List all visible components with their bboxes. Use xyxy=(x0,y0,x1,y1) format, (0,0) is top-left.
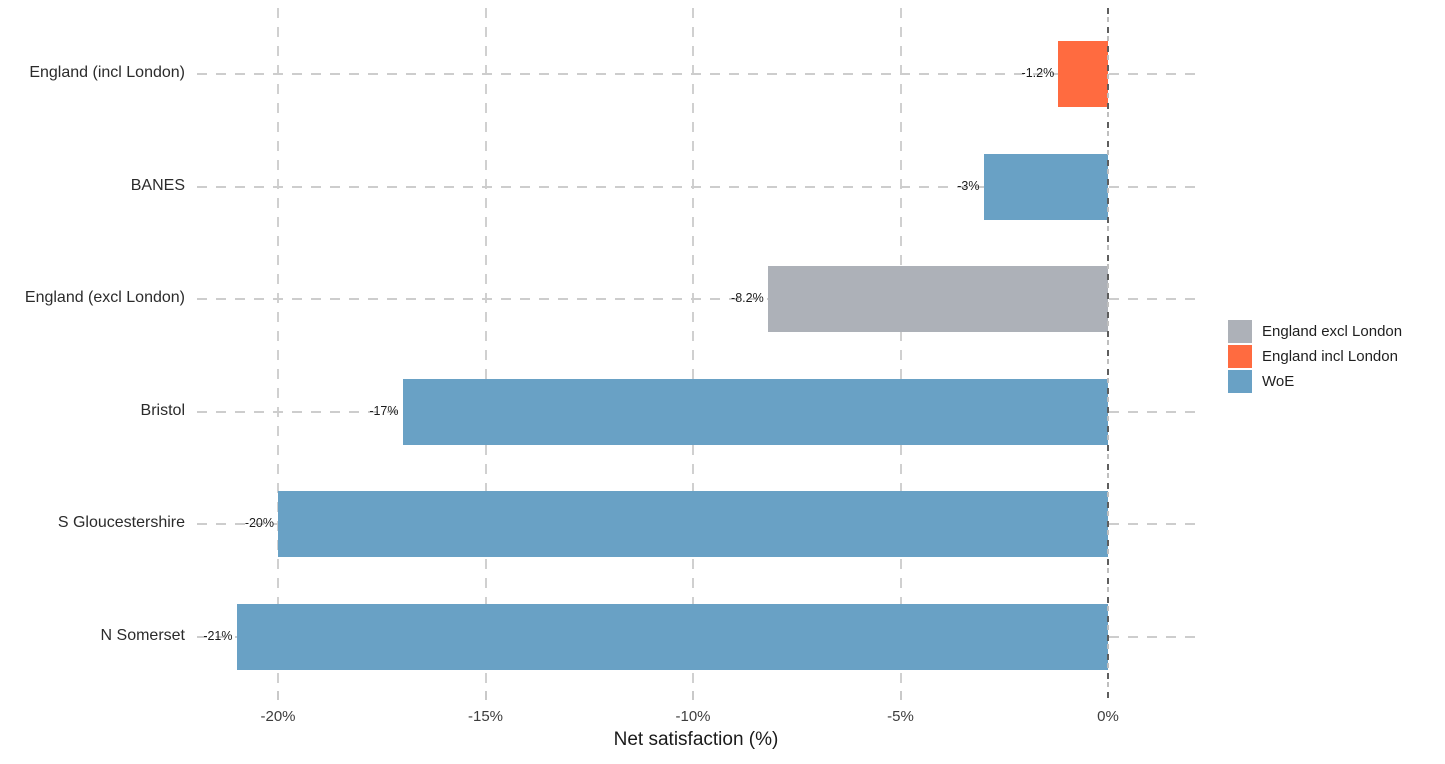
legend-swatch xyxy=(1228,320,1252,343)
legend-swatch xyxy=(1228,370,1252,393)
vertical-gridline xyxy=(484,8,487,688)
bar-england-incl-london- xyxy=(1058,41,1108,107)
x-tick-label: 0% xyxy=(1097,708,1119,725)
x-tick-label: -5% xyxy=(887,708,914,725)
legend-label: England excl London xyxy=(1262,323,1403,340)
y-axis-label: S Gloucestershire xyxy=(57,514,185,531)
bar-value-label: -1.2% xyxy=(1021,66,1055,80)
y-axis-label: BANES xyxy=(130,176,185,194)
bar-value-label: -3% xyxy=(957,178,980,193)
y-axis-label: Bristol xyxy=(140,401,185,419)
vertical-gridline xyxy=(899,8,902,688)
bar-value-label: -20% xyxy=(244,516,274,530)
bar-s-gloucestershire xyxy=(278,491,1108,557)
x-tick-label: -15% xyxy=(467,708,504,725)
bar-value-label: -17% xyxy=(369,403,399,418)
horizontal-gridline xyxy=(197,73,1195,75)
y-axis-label: England (excl London) xyxy=(24,289,185,306)
x-tick-label: -20% xyxy=(260,708,296,725)
x-axis-tick xyxy=(277,691,279,700)
legend-item: England incl London xyxy=(1228,345,1402,368)
bar-bristol xyxy=(402,378,1108,445)
legend-label: England incl London xyxy=(1262,348,1398,365)
legend: England excl London England incl London Wo… xyxy=(1228,320,1402,395)
y-axis-label: N Somerset xyxy=(100,626,185,644)
bar-value-label: -21% xyxy=(203,628,233,643)
zero-gridline xyxy=(1107,8,1109,700)
x-tick-label: -10% xyxy=(675,708,711,725)
horizontal-gridline xyxy=(197,185,1195,188)
x-axis-tick xyxy=(484,691,487,700)
bar-value-label: -8.2% xyxy=(731,291,764,305)
legend-item: England excl London xyxy=(1228,320,1402,343)
bar-banes xyxy=(983,153,1108,220)
legend-swatch xyxy=(1228,345,1252,368)
horizontal-gridline xyxy=(197,298,1195,300)
x-axis-tick xyxy=(899,691,902,700)
vertical-gridline xyxy=(692,8,694,688)
bar-n-somerset xyxy=(236,603,1108,670)
y-axis-label: England (incl London) xyxy=(29,64,185,81)
legend-label: WoE xyxy=(1262,373,1295,390)
vertical-gridline xyxy=(277,8,279,688)
x-axis-title: Net satisfaction (%) xyxy=(613,729,779,750)
bar-england-excl-london- xyxy=(767,266,1108,332)
x-axis-tick xyxy=(692,691,694,700)
legend-item: WoE xyxy=(1228,370,1402,393)
